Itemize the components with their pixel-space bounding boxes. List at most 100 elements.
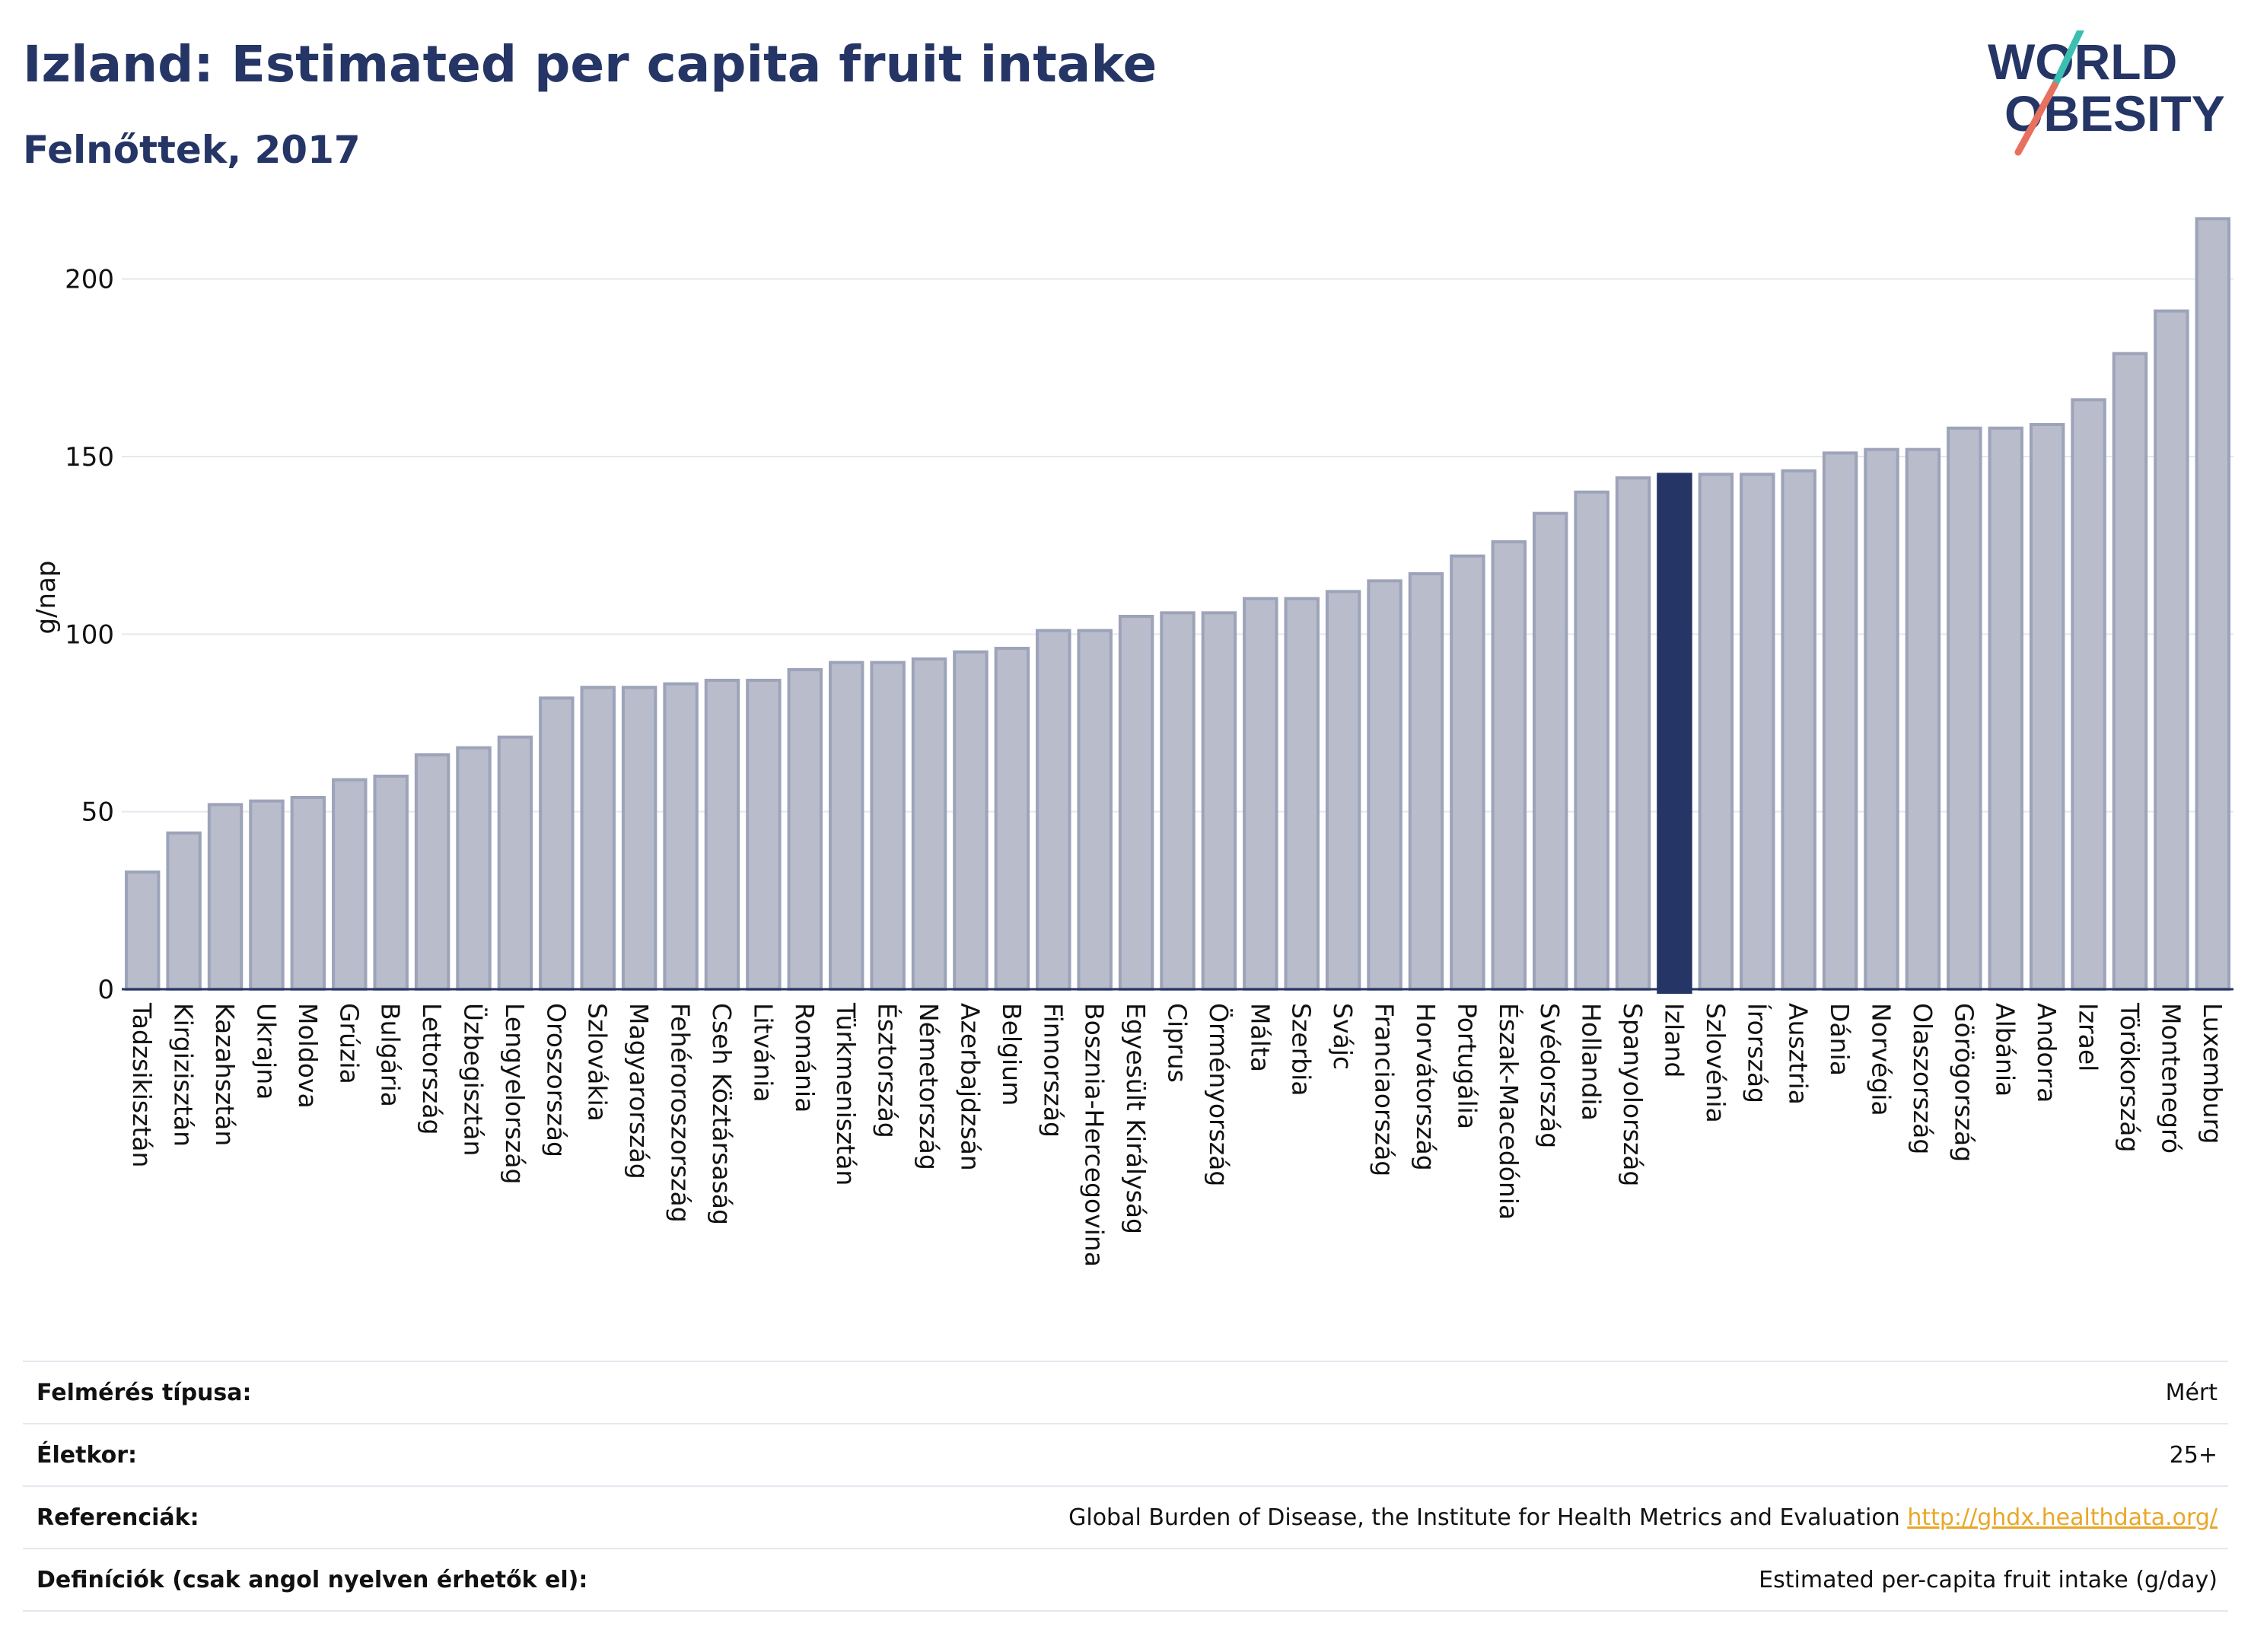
x-tick-label: Moldova — [293, 1003, 323, 1109]
y-axis-label: g/nap — [31, 560, 62, 634]
x-tick-label: Szlovénia — [1701, 1003, 1730, 1123]
x-tick-label: Törökország — [2115, 1002, 2144, 1152]
info-label: Életkor: — [23, 1423, 740, 1486]
bar-Kirgizisztán — [166, 831, 202, 991]
x-tick-label: Franciaország — [1370, 1003, 1399, 1176]
bar-Fehéroroszország — [663, 682, 699, 992]
x-tick-label: Horvátország — [1411, 1003, 1441, 1171]
x-tick-label: Lengyelország — [500, 1003, 530, 1184]
bar-Tadzsikisztán — [124, 871, 161, 991]
bar-Türkmenisztán — [828, 660, 864, 992]
bar-Örményország — [1201, 611, 1237, 991]
bar-chart: 0 50 100 150 200 Tadzsikisztán Kirgizisztán Ka… — [31, 217, 2233, 1267]
x-tick-label: Svájc — [1328, 1003, 1358, 1070]
info-row-age: Életkor: 25+ — [23, 1423, 2228, 1486]
x-tick-label: Tadzsikisztán — [127, 1002, 157, 1167]
bar-Litvánia — [746, 679, 782, 991]
bar-Románia — [787, 668, 823, 991]
x-tick-label: Olaszország — [1908, 1003, 1937, 1154]
bar-Grúzia — [332, 778, 368, 991]
y-tick-label: 0 — [97, 975, 114, 1005]
x-tick-label: Norvégia — [1867, 1003, 1896, 1116]
x-tick-label: Málta — [1245, 1003, 1275, 1072]
bar-Cseh Köztársaság — [704, 679, 740, 991]
x-tick-label: Fehéroroszország — [666, 1003, 696, 1223]
bar-Horvátország — [1408, 572, 1444, 991]
bar-Hollandia — [1574, 490, 1609, 991]
info-label: Referenciák: — [23, 1485, 740, 1549]
bar-Albánia — [1988, 426, 2023, 991]
x-tick-label: Portugália — [1452, 1003, 1482, 1129]
bar-Magyarország — [621, 686, 657, 991]
bar-Norvégia — [1864, 447, 1899, 991]
x-tick-label: Ukrajna — [251, 1003, 281, 1100]
x-tick-label: Magyarország — [624, 1003, 654, 1179]
bar-Észtország — [870, 660, 906, 992]
bar-Svájc — [1325, 590, 1361, 991]
y-tick-label: 150 — [65, 442, 114, 473]
x-tick-label: Finnország — [1038, 1003, 1068, 1138]
info-table: Felmérés típusa: Mért Életkor: 25+ Refer… — [23, 1361, 2228, 1612]
x-tick-label: Kirgizisztán — [169, 1003, 199, 1147]
x-tick-label: Grúzia — [334, 1003, 364, 1084]
x-tick-label: Izrael — [2074, 1003, 2103, 1071]
info-row-survey-type: Felmérés típusa: Mért — [23, 1361, 2228, 1424]
x-tick-label: Svédország — [1535, 1003, 1565, 1148]
x-tick-label: Szerbia — [1287, 1003, 1317, 1096]
bar-Belgium — [994, 647, 1030, 991]
x-tick-label: Lettország — [417, 1003, 447, 1135]
bar-Ausztria — [1781, 469, 1816, 991]
reference-link[interactable]: http://ghdx.healthdata.org/ — [1907, 1504, 2218, 1531]
x-tick-label: Andorra — [2032, 1003, 2062, 1103]
bar-Törökország — [2112, 352, 2148, 991]
chart-title: Izland: Estimated per capita fruit intak… — [23, 35, 1157, 94]
x-tick-label: Azerbajdzsán — [955, 1003, 985, 1171]
info-value: 25+ — [739, 1423, 2228, 1486]
bar-Svédország — [1532, 511, 1568, 991]
bar-Franciaország — [1367, 579, 1402, 991]
x-tick-label: Ciprus — [1163, 1003, 1192, 1083]
bar-Moldova — [290, 796, 326, 991]
world-obesity-logo: WORLD OBESITY — [1988, 30, 2225, 156]
y-tick-label: 100 — [65, 619, 114, 650]
reference-text: Global Burden of Disease, the Institute … — [1068, 1504, 1900, 1531]
bar-Lengyelország — [497, 735, 533, 992]
bar-Bulgária — [373, 775, 409, 991]
x-tick-label: Dánia — [1825, 1003, 1855, 1076]
bar-Andorra — [2029, 423, 2065, 991]
x-tick-label: Írország — [1742, 1003, 1772, 1103]
bar-Szlovákia — [580, 686, 616, 991]
bar-Montenegró — [2154, 309, 2189, 991]
y-tick-label: 50 — [81, 797, 114, 828]
x-tick-label: Spanyolország — [1618, 1003, 1648, 1186]
bar-Olaszország — [1905, 447, 1941, 991]
y-tick-labels: 0 50 100 150 200 — [65, 265, 114, 1005]
x-tick-label: Észtország — [873, 1003, 903, 1138]
logo-slash-coral — [2014, 81, 2058, 156]
bar-Lettország — [414, 753, 451, 991]
x-tick-label: Örményország — [1204, 1003, 1234, 1186]
x-tick-label: Görögország — [1949, 1003, 1979, 1162]
x-tick-label: Ausztria — [1784, 1003, 1813, 1105]
bar-Oroszország — [539, 696, 575, 991]
x-tick-label: Észak-Macedónia — [1494, 1003, 1524, 1220]
bar-Kazahsztán — [207, 803, 244, 992]
x-tick-label: Hollandia — [1577, 1003, 1606, 1121]
y-tick-label: 200 — [65, 265, 114, 295]
bar-Spanyolország — [1615, 476, 1651, 991]
info-value-cell: Global Burden of Disease, the Institute … — [739, 1485, 2228, 1549]
bar-Bosznia-Hercegovina — [1077, 629, 1113, 992]
bar-Finnország — [1036, 629, 1071, 992]
bar-Ukrajna — [249, 799, 285, 991]
bar-Egyesült Királyság — [1118, 615, 1154, 991]
bar-Azerbajdzsán — [953, 650, 989, 992]
bar-Észak-Macedónia — [1491, 540, 1527, 991]
x-tick-label: Montenegró — [2156, 1003, 2186, 1154]
x-tick-label: Kazahsztán — [210, 1003, 240, 1146]
logo-slash-teal — [2051, 30, 2084, 89]
x-tick-label: Belgium — [997, 1003, 1027, 1106]
x-tick-label: Románia — [790, 1003, 820, 1112]
x-tick-label: Cseh Köztársaság — [707, 1003, 737, 1225]
x-tick-label: Szlovákia — [583, 1003, 613, 1122]
x-tick-label: Bosznia-Hercegovina — [1080, 1003, 1110, 1267]
